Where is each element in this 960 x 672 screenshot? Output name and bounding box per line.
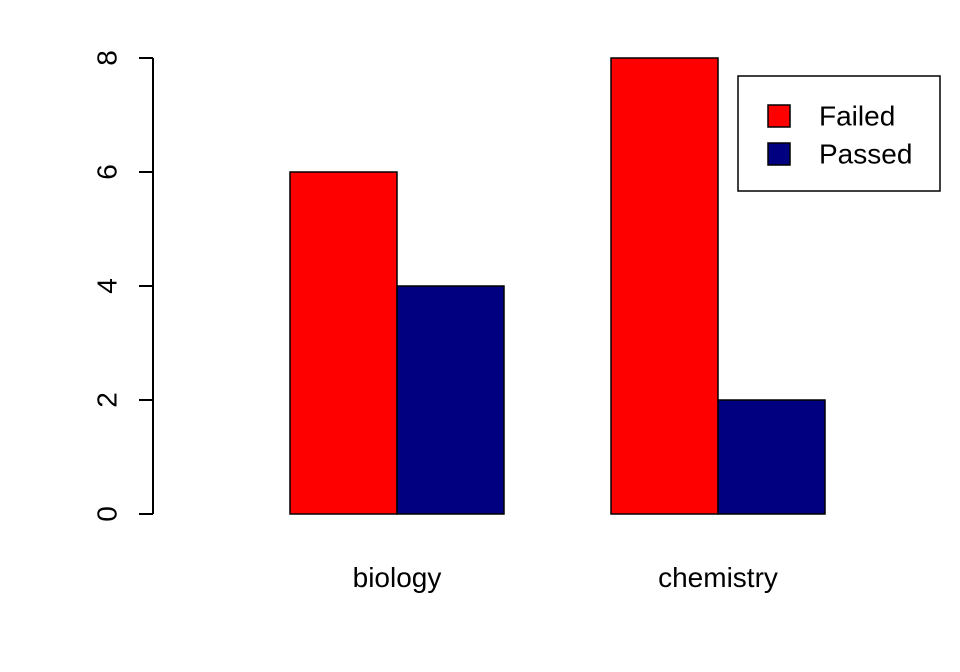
bar-passed-chemistry [717, 399, 826, 515]
y-tick-label: 8 [92, 50, 123, 66]
bar-failed-biology [289, 171, 398, 515]
bars [289, 57, 826, 515]
x-axis-labels: biology chemistry [353, 562, 778, 593]
legend-box [737, 75, 941, 192]
category-label-biology: biology [353, 562, 442, 593]
y-tick-label: 2 [92, 392, 123, 408]
y-tick-label: 6 [92, 164, 123, 180]
y-tick-label: 0 [92, 506, 123, 522]
bar-failed-chemistry [610, 57, 719, 515]
legend-label-passed: Passed [819, 139, 912, 170]
y-axis: 0 2 4 6 8 [92, 50, 154, 522]
category-label-chemistry: chemistry [658, 562, 778, 593]
legend: Failed Passed [737, 75, 941, 192]
y-tick-label: 4 [92, 278, 123, 294]
legend-label-failed: Failed [819, 101, 895, 132]
legend-swatch-failed [767, 104, 791, 128]
bar-passed-biology [396, 285, 505, 515]
legend-swatch-passed [767, 142, 791, 166]
